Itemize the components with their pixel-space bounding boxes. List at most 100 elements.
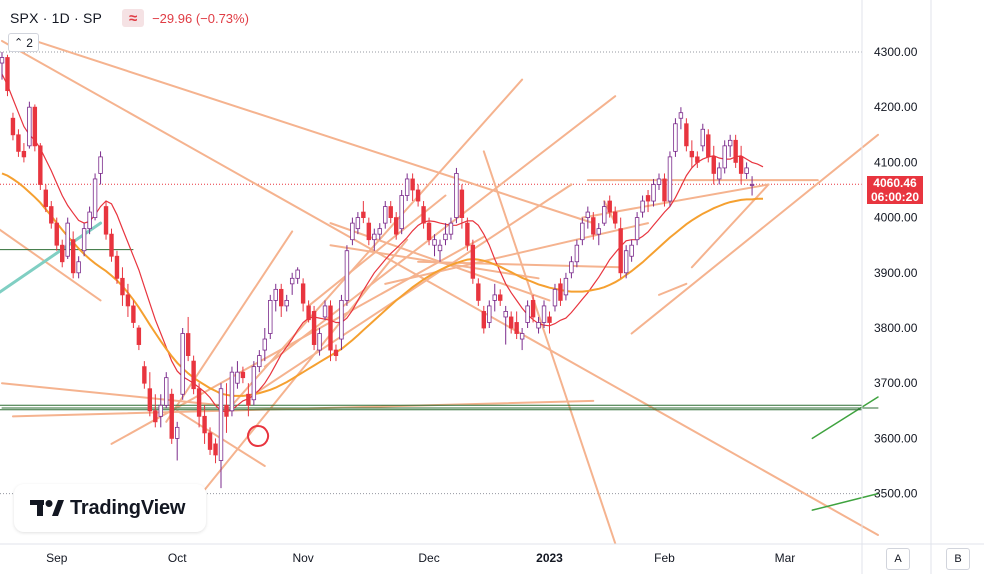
candle xyxy=(377,223,382,240)
candle xyxy=(711,145,716,185)
chevron-up-icon: ⌃ xyxy=(14,37,24,49)
candle xyxy=(70,231,76,279)
price-tick-label: 4300.00 xyxy=(874,45,918,59)
price-tick-label: 4000.00 xyxy=(874,211,918,225)
candle xyxy=(432,234,437,257)
candle xyxy=(388,201,393,224)
candle xyxy=(640,195,645,218)
candle xyxy=(481,305,486,334)
candle xyxy=(273,283,278,312)
trendline-drawings xyxy=(0,34,879,545)
candle xyxy=(279,283,284,317)
trendline xyxy=(0,228,102,302)
candle xyxy=(65,217,70,259)
trendline xyxy=(482,150,617,545)
candle xyxy=(706,129,711,163)
candle xyxy=(262,328,267,362)
candle xyxy=(623,245,629,279)
candle xyxy=(246,383,251,417)
symbol-title[interactable]: SPX · 1D · SP xyxy=(10,10,103,26)
trendline xyxy=(417,260,622,269)
candle xyxy=(235,361,240,389)
trendline xyxy=(263,95,617,368)
candle xyxy=(43,184,48,213)
candle xyxy=(749,176,755,196)
candle xyxy=(552,283,558,312)
time-tick-label: Mar xyxy=(775,551,796,565)
candle xyxy=(727,134,733,157)
candle xyxy=(667,151,673,207)
trendline xyxy=(630,133,879,335)
candle xyxy=(689,140,695,168)
candle xyxy=(240,366,246,384)
candle xyxy=(257,350,262,373)
candle xyxy=(700,123,705,152)
candle xyxy=(114,250,120,284)
candle xyxy=(744,162,749,179)
bar-countdown: 06:00:20 xyxy=(870,190,920,204)
compare-icon[interactable]: ≈ xyxy=(122,9,145,27)
candle xyxy=(585,206,591,229)
candle xyxy=(399,190,404,235)
candle xyxy=(404,173,410,202)
candle xyxy=(459,184,465,229)
candle xyxy=(328,300,333,362)
candle xyxy=(76,256,81,279)
candle xyxy=(311,305,317,351)
candle xyxy=(103,201,109,240)
candle xyxy=(136,325,142,351)
candle xyxy=(651,178,656,207)
candle xyxy=(125,283,131,317)
candle xyxy=(49,201,54,229)
candle xyxy=(0,52,5,80)
time-tick-label: Dec xyxy=(418,551,439,565)
candle xyxy=(372,228,377,251)
logo-text: TradingView xyxy=(70,496,186,519)
candle xyxy=(498,289,503,306)
candle xyxy=(618,217,623,279)
trendline xyxy=(384,222,650,285)
candle xyxy=(333,344,339,362)
candle xyxy=(10,112,16,141)
tradingview-logo[interactable]: TradingView xyxy=(14,484,206,532)
candle xyxy=(476,278,481,306)
candle xyxy=(202,405,207,444)
chart-header: SPX · 1D · SP ≈ −29.96 (−0.73%) xyxy=(10,9,249,27)
candle xyxy=(448,217,454,240)
trendline xyxy=(811,492,879,511)
candle xyxy=(602,201,607,226)
candle xyxy=(295,267,300,284)
candle xyxy=(109,228,114,262)
log-scale-button[interactable]: B xyxy=(946,548,970,570)
candle xyxy=(634,212,640,246)
candle xyxy=(656,173,662,190)
indicators-toggle[interactable]: ⌃ 2 xyxy=(8,33,39,52)
candle xyxy=(147,372,153,417)
price-tick-label: 3800.00 xyxy=(874,321,918,335)
candle xyxy=(361,201,366,224)
candle xyxy=(454,167,459,224)
trendline xyxy=(811,396,879,440)
candle xyxy=(81,223,87,257)
candle xyxy=(678,107,684,130)
lightbulb-icon[interactable] xyxy=(247,425,270,447)
moving-average-line xyxy=(1,73,764,413)
candle xyxy=(541,300,547,328)
candle xyxy=(207,427,213,455)
candle xyxy=(733,134,738,168)
candle xyxy=(563,272,569,301)
candle xyxy=(213,438,218,464)
candle xyxy=(487,300,492,328)
trendline xyxy=(252,183,573,396)
candle xyxy=(393,212,399,240)
candle xyxy=(503,305,508,345)
auto-scale-button[interactable]: A xyxy=(886,548,910,570)
candle xyxy=(98,151,103,185)
candle xyxy=(60,239,65,268)
candle xyxy=(131,300,136,328)
candle xyxy=(142,361,147,389)
candle xyxy=(284,294,289,312)
candle xyxy=(16,129,21,157)
